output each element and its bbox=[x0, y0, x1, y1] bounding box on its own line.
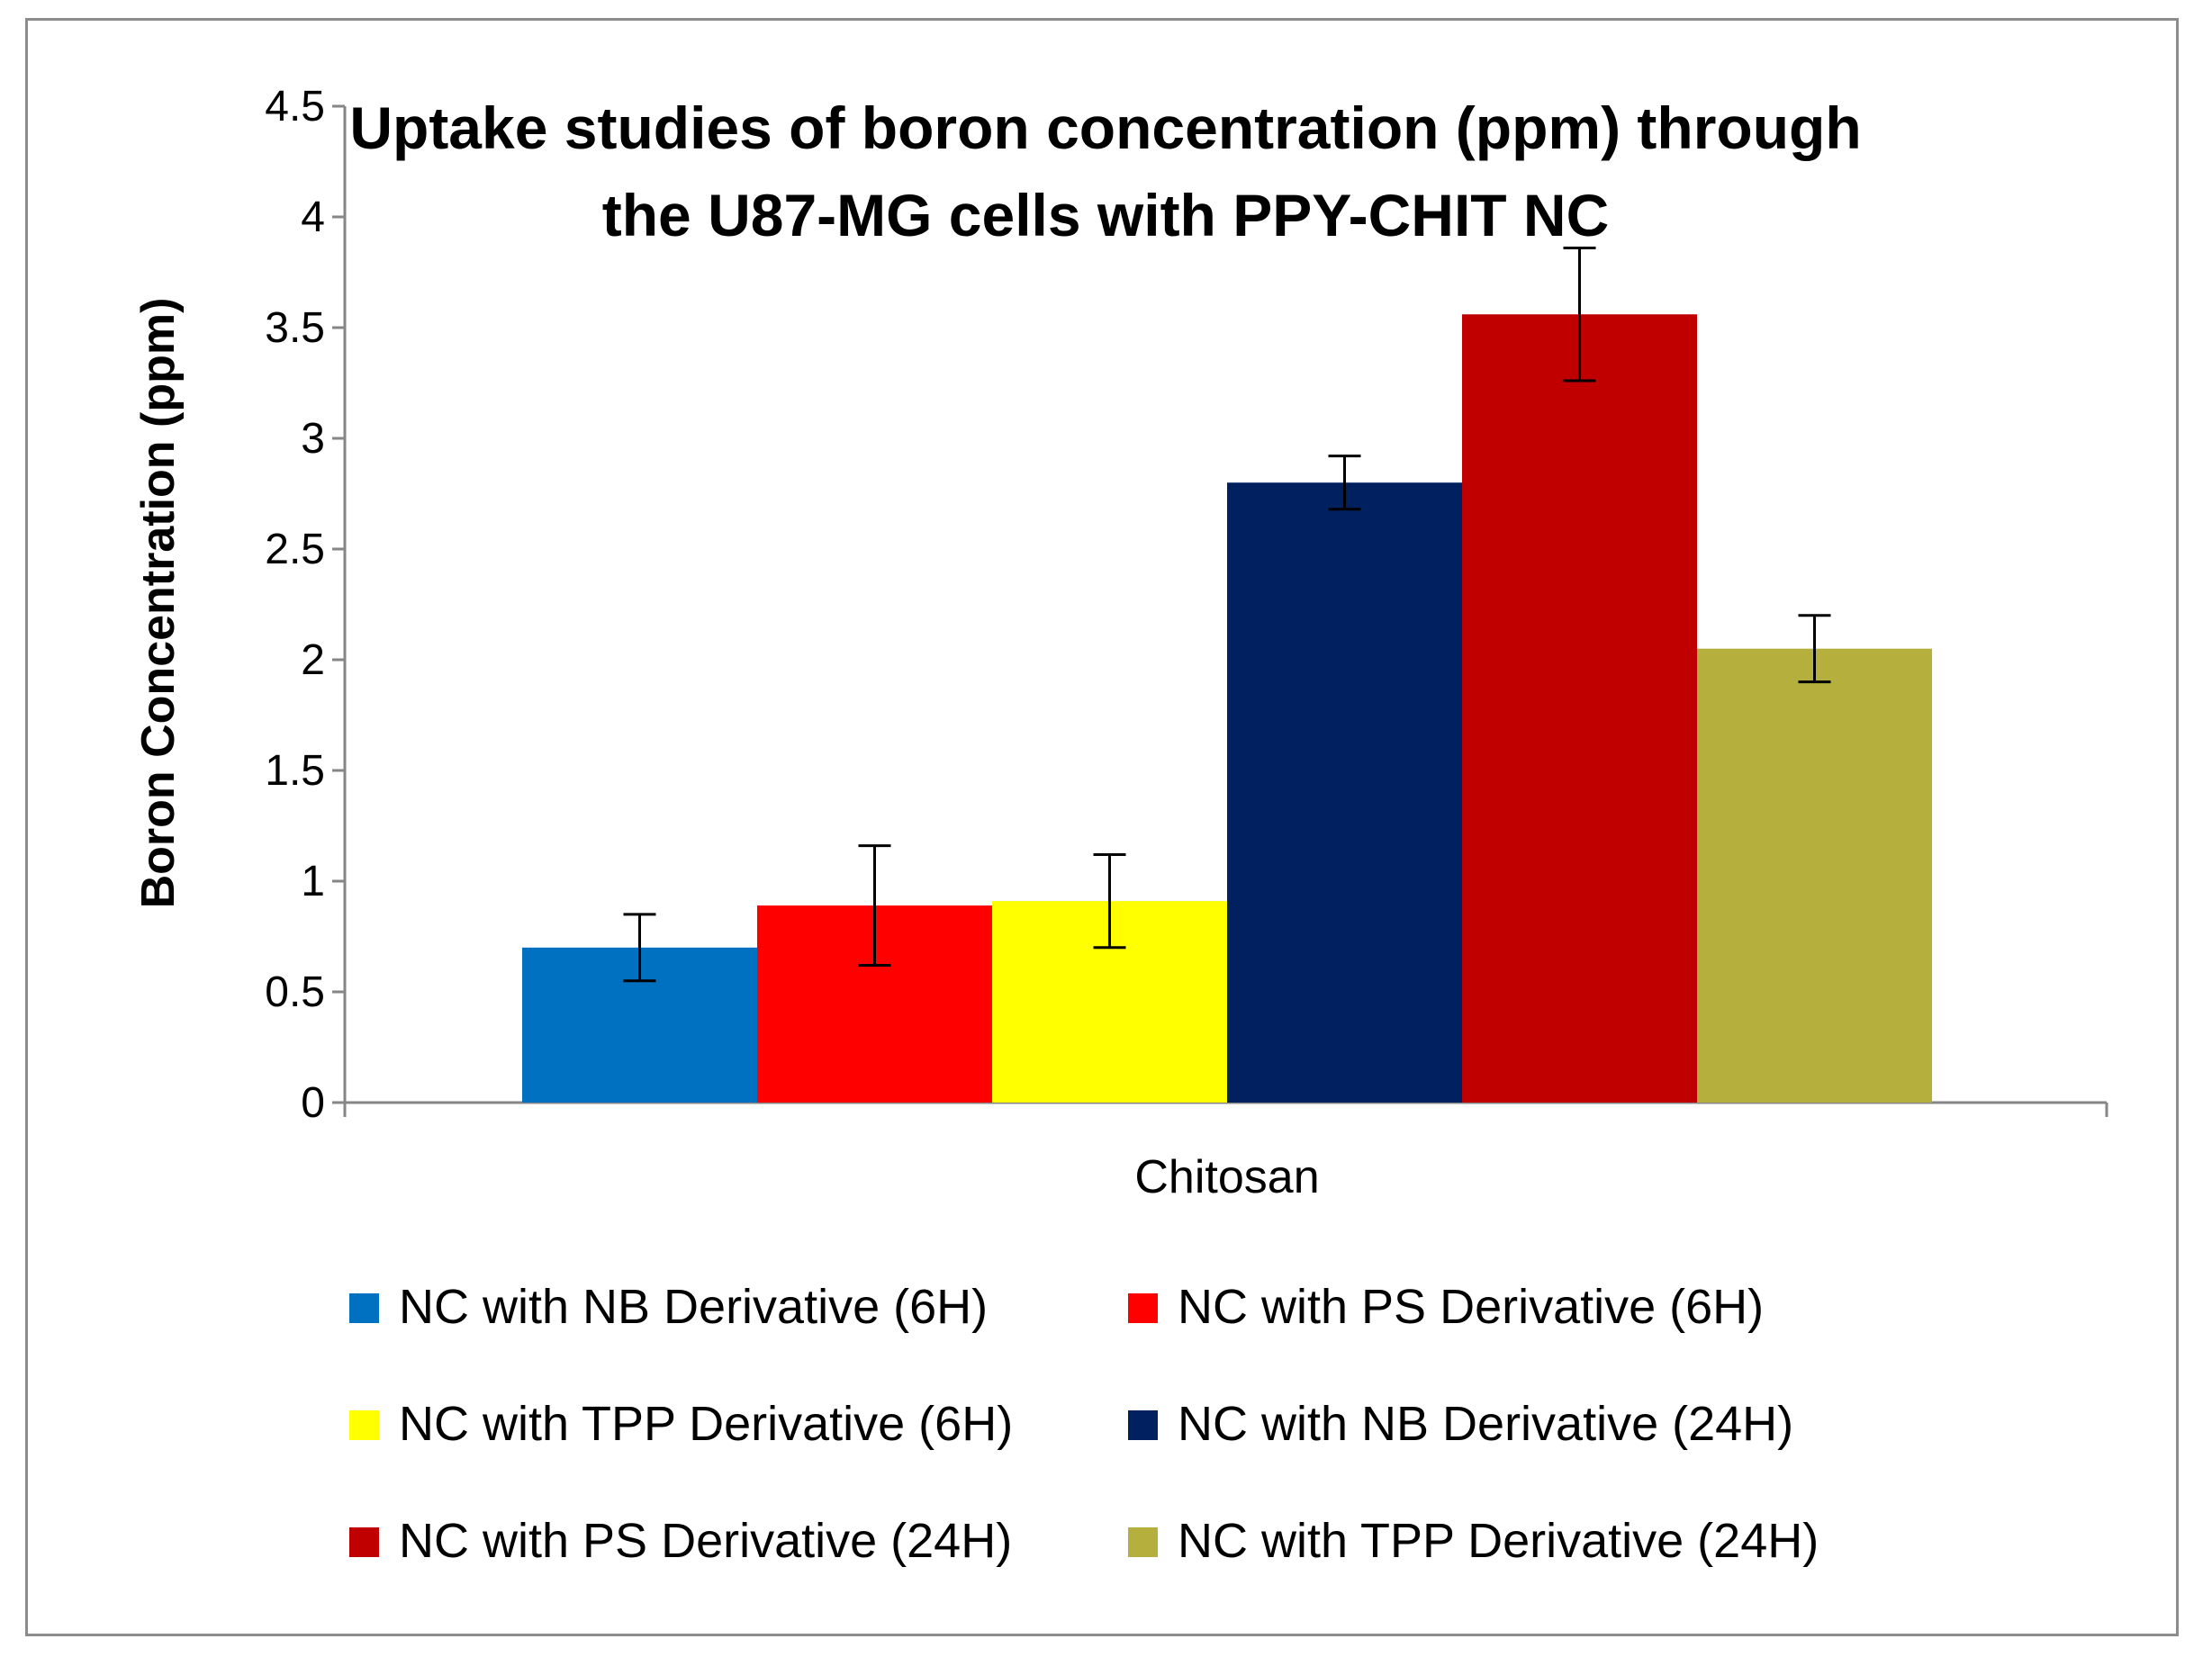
y-tick-label: 2 bbox=[301, 636, 325, 684]
legend-swatch-5 bbox=[349, 1527, 379, 1557]
y-tick-label: 3.5 bbox=[265, 304, 325, 352]
y-tick-label: 1.5 bbox=[265, 747, 325, 795]
y-axis-title: Boron Concentration (ppm) bbox=[132, 298, 185, 909]
y-tick-label: 4.5 bbox=[265, 83, 325, 131]
bar-4 bbox=[1227, 482, 1462, 1103]
legend: NC with NB Derivative (6H) NC with PS Der… bbox=[349, 1280, 1819, 1568]
legend-label-5: NC with PS Derivative (24H) bbox=[399, 1514, 1012, 1568]
y-tick-label: 1 bbox=[301, 858, 325, 905]
y-tick-label: 0.5 bbox=[265, 968, 325, 1016]
legend-label-2: NC with PS Derivative (6H) bbox=[1178, 1280, 1764, 1334]
plot-area: 0 0.5 1 1.5 2 2.5 3 3.5 4 4.5 bbox=[265, 83, 2108, 1127]
y-tick-label: 0 bbox=[301, 1079, 325, 1127]
legend-swatch-4 bbox=[1128, 1410, 1158, 1440]
chart-title-line-2: the U87-MG cells with PPY-CHIT NC bbox=[602, 182, 1610, 248]
legend-label-6: NC with TPP Derivative (24H) bbox=[1178, 1514, 1819, 1568]
y-tick-label: 4 bbox=[301, 194, 325, 241]
chart-title-line-1: Uptake studies of boron concentration (p… bbox=[349, 95, 1861, 161]
legend-swatch-1 bbox=[349, 1293, 379, 1323]
legend-label-4: NC with NB Derivative (24H) bbox=[1178, 1397, 1793, 1451]
y-tick-label: 3 bbox=[301, 415, 325, 463]
legend-label-1: NC with NB Derivative (6H) bbox=[399, 1280, 988, 1334]
legend-swatch-6 bbox=[1128, 1527, 1158, 1557]
x-category-label: Chitosan bbox=[1134, 1151, 1319, 1203]
legend-swatch-3 bbox=[349, 1410, 379, 1440]
y-tick-label: 2.5 bbox=[265, 526, 325, 573]
bar-6 bbox=[1697, 648, 1932, 1103]
bar-5 bbox=[1462, 314, 1697, 1103]
legend-label-3: NC with TPP Derivative (6H) bbox=[399, 1397, 1013, 1451]
legend-swatch-2 bbox=[1128, 1293, 1158, 1323]
